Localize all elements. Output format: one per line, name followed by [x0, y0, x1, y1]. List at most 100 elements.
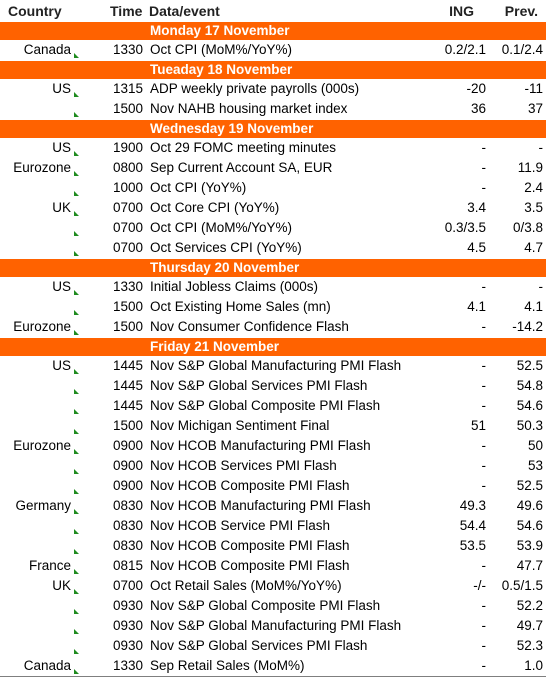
- cell-time: 1330: [113, 658, 144, 673]
- cell-time: 1330: [113, 279, 144, 294]
- cell-prev: 4.1: [524, 299, 543, 314]
- cell-event: Nov HCOB Manufacturing PMI Flash: [150, 498, 371, 513]
- cell-time: 1500: [113, 101, 144, 116]
- day-band: Friday 21 November: [0, 337, 546, 356]
- cell-prev: 2.4: [524, 180, 543, 195]
- cell-ing: -: [481, 598, 487, 613]
- cell-event: Nov NAHB housing market index: [150, 101, 348, 116]
- cell-prev: 52.2: [516, 598, 543, 613]
- comment-marker-icon: [74, 171, 79, 176]
- cell-time: 0830: [113, 538, 144, 553]
- comment-marker-icon: [74, 409, 79, 414]
- cell-event: Oct 29 FOMC meeting minutes: [150, 140, 337, 155]
- cell-event: Nov S&P Global Manufacturing PMI Flash: [150, 618, 402, 633]
- comment-marker-icon: [74, 589, 79, 594]
- header-country: Country: [8, 3, 62, 19]
- table-row: 0830 Nov HCOB Service PMI Flash 54.4 54.6: [0, 516, 546, 536]
- table-row: 1445 Nov S&P Global Services PMI Flash - 54…: [0, 376, 546, 396]
- table-row: 0930 Nov S&P Global Composite PMI Flash - 5…: [0, 596, 546, 616]
- cell-prev: 52.3: [516, 638, 543, 653]
- cell-ing: 0.2/2.1: [444, 42, 486, 57]
- cell-prev: -: [538, 140, 544, 155]
- cell-ing: 51: [470, 418, 486, 433]
- table-row: 1500 Nov NAHB housing market index 36 37: [0, 99, 546, 119]
- cell-time: 0930: [113, 618, 144, 633]
- cell-event: Oct CPI (YoY%): [150, 180, 247, 195]
- table-row: UK 0700 Oct Core CPI (YoY%) 3.4 3.5: [0, 198, 546, 218]
- header-time: Time: [110, 3, 143, 19]
- cell-prev: 0.1/2.4: [501, 42, 543, 57]
- header-ing: ING: [449, 3, 474, 19]
- cell-country: UK: [52, 200, 71, 215]
- cell-prev: 4.7: [524, 240, 543, 255]
- cell-ing: -20: [466, 81, 486, 96]
- table-row: 0900 Nov HCOB Services PMI Flash - 53: [0, 456, 546, 476]
- cell-ing: -: [481, 458, 487, 473]
- cell-prev: -14.2: [512, 319, 543, 334]
- cell-event: ADP weekly private payrolls (000s): [150, 81, 360, 96]
- cell-prev: 37: [527, 101, 543, 116]
- cell-ing: 4.5: [467, 240, 486, 255]
- table-row: Eurozone 0900 Nov HCOB Manufacturing PMI F…: [0, 436, 546, 456]
- table-row: 1500 Oct Existing Home Sales (mn) 4.1 4.1: [0, 297, 546, 317]
- table-row: 1500 Nov Michigan Sentiment Final 51 50.3: [0, 416, 546, 436]
- cell-ing: 3.4: [467, 200, 486, 215]
- cell-country: US: [52, 358, 71, 373]
- cell-event: Oct CPI (MoM%/YoY%): [150, 42, 293, 57]
- comment-marker-icon: [74, 509, 79, 514]
- cell-prev: 50.3: [516, 418, 543, 433]
- comment-marker-icon: [74, 290, 79, 295]
- cell-event: Oct CPI (MoM%/YoY%): [150, 220, 293, 235]
- cell-ing: 36: [470, 101, 486, 116]
- day-band: Tueaday 18 November: [0, 60, 546, 79]
- cell-time: 0815: [113, 558, 144, 573]
- table-row: 0830 Nov HCOB Composite PMI Flash 53.5 53.9: [0, 536, 546, 556]
- cell-prev: 11.9: [517, 160, 543, 175]
- day-band: Monday 17 November: [0, 21, 546, 40]
- cell-event: Initial Jobless Claims (000s): [150, 279, 319, 294]
- cell-prev: 0/3.8: [512, 220, 543, 235]
- cell-ing: 4.1: [467, 299, 486, 314]
- table-row: Canada 1330 Sep Retail Sales (MoM%) - 1.0: [0, 656, 546, 676]
- cell-prev: -: [538, 279, 544, 294]
- comment-marker-icon: [74, 151, 79, 156]
- cell-ing: -/-: [473, 578, 486, 593]
- cell-time: 0930: [113, 638, 144, 653]
- cell-ing: -: [481, 558, 487, 573]
- cell-ing: -: [481, 140, 487, 155]
- cell-time: 0930: [113, 598, 144, 613]
- cell-time: 0700: [113, 200, 144, 215]
- table-row: Canada 1330 Oct CPI (MoM%/YoY%) 0.2/2.1 0.1/…: [0, 40, 546, 60]
- comment-marker-icon: [74, 92, 79, 97]
- comment-marker-icon: [74, 669, 79, 674]
- cell-event: Nov S&P Global Services PMI Flash: [150, 378, 368, 393]
- table-row: Germany 0830 Nov HCOB Manufacturing PMI Fl…: [0, 496, 546, 516]
- cell-time: 1315: [113, 81, 144, 96]
- cell-ing: -: [481, 438, 487, 453]
- cell-ing: 54.4: [459, 518, 486, 533]
- cell-time: 0900: [113, 458, 144, 473]
- cell-event: Nov S&P Global Composite PMI Flash: [150, 398, 381, 413]
- day-band: Wednesday 19 November: [0, 119, 546, 138]
- cell-time: 0700: [113, 220, 144, 235]
- day-label: Tueaday 18 November: [150, 62, 293, 77]
- comment-marker-icon: [74, 449, 79, 454]
- cell-event: Nov S&P Global Composite PMI Flash: [150, 598, 381, 613]
- comment-marker-icon: [74, 569, 79, 574]
- cell-ing: -: [481, 378, 487, 393]
- comment-marker-icon: [74, 429, 79, 434]
- cell-ing: -: [481, 279, 487, 294]
- cell-event: Sep Retail Sales (MoM%): [150, 658, 305, 673]
- day-label: Monday 17 November: [150, 23, 290, 38]
- table-row: Eurozone 0800 Sep Current Account SA, EUR -…: [0, 158, 546, 178]
- header-prev: Prev.: [504, 3, 538, 19]
- cell-country: Eurozone: [13, 438, 71, 453]
- table-row: 0700 Oct CPI (MoM%/YoY%) 0.3/3.5 0/3.8: [0, 218, 546, 238]
- cell-event: Nov Michigan Sentiment Final: [150, 418, 330, 433]
- cell-ing: -: [481, 638, 487, 653]
- cell-time: 1500: [113, 418, 144, 433]
- comment-marker-icon: [74, 489, 79, 494]
- day-band: Thursday 20 November: [0, 258, 546, 277]
- cell-event: Oct Services CPI (YoY%): [150, 240, 302, 255]
